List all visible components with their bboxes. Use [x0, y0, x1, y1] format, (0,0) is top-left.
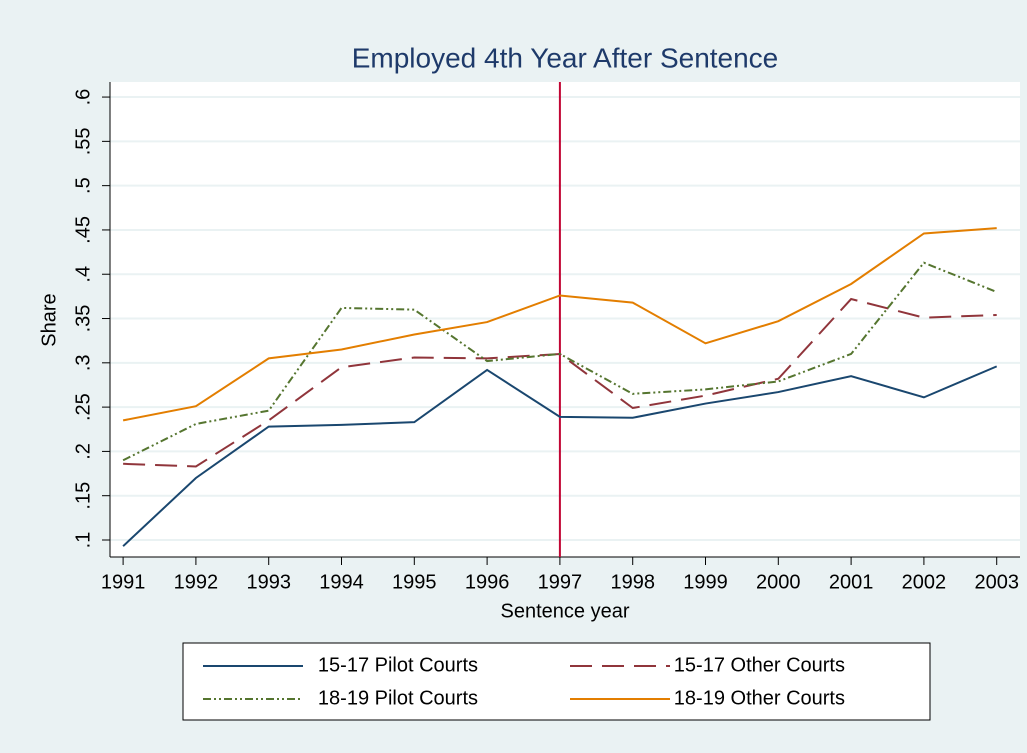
y-tick-label: .2 — [72, 443, 94, 460]
x-tick-label: 1995 — [392, 571, 437, 593]
chart-title: Employed 4th Year After Sentence — [352, 42, 779, 73]
y-axis-label: Share — [38, 293, 60, 346]
x-tick-label: 1991 — [101, 571, 146, 593]
y-tick-label: .25 — [72, 393, 94, 421]
x-tick-label: 2003 — [974, 571, 1019, 593]
x-tick-label: 2002 — [902, 571, 947, 593]
x-tick-label: 2001 — [829, 571, 874, 593]
x-tick-label: 1996 — [465, 571, 510, 593]
series-line — [122, 261, 998, 462]
y-tick-label: .35 — [72, 305, 94, 333]
y-tick-label: .3 — [72, 354, 94, 371]
y-tick-label: .5 — [72, 177, 94, 194]
x-tick-label: 2000 — [756, 571, 801, 593]
y-tick-label: .6 — [72, 89, 94, 106]
y-tick-label: .55 — [72, 127, 94, 155]
legend-box — [182, 642, 931, 721]
x-tick-label: 1999 — [683, 571, 728, 593]
x-tick-label: 1993 — [246, 571, 291, 593]
series-line — [122, 365, 998, 547]
legend-label: 15-17 Pilot Courts — [318, 654, 478, 676]
x-axis-label: Sentence year — [501, 600, 630, 622]
x-tick-label: 1998 — [610, 571, 655, 593]
x-tick-label: 1992 — [174, 571, 219, 593]
series-line — [122, 227, 997, 422]
y-tick-label: .45 — [72, 216, 94, 244]
x-tick-label: 1994 — [319, 571, 364, 593]
y-tick-label: .4 — [72, 266, 94, 283]
legend-label: 18-19 Other Courts — [674, 687, 845, 709]
y-tick-label: .15 — [72, 482, 94, 510]
legend-label: 15-17 Other Courts — [674, 654, 845, 676]
x-tick-label: 1997 — [538, 571, 583, 593]
legend-label: 18-19 Pilot Courts — [318, 687, 478, 709]
y-tick-label: .1 — [72, 532, 94, 549]
